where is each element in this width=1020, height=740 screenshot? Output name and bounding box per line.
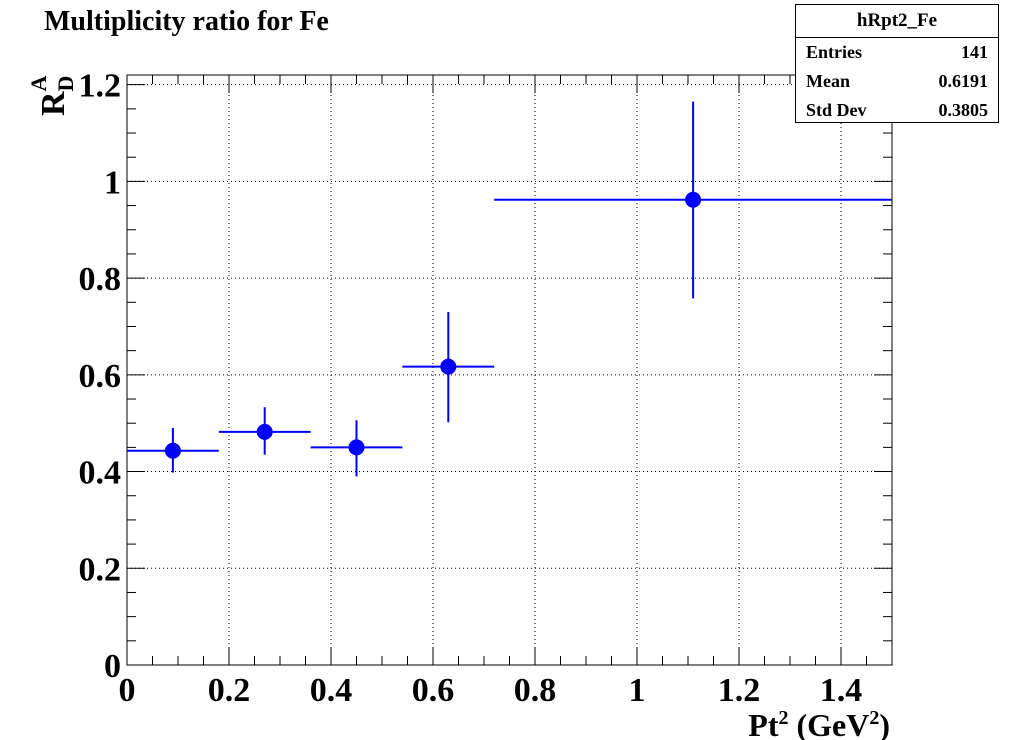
axis-ticks	[126, 75, 893, 666]
stats-label: Std Dev	[806, 100, 867, 120]
x-tick-label: 0.4	[310, 672, 353, 709]
y-tick-label: 0	[104, 648, 121, 685]
x-tick-label: 0	[119, 672, 136, 709]
x-tick-label: 1.2	[718, 672, 761, 709]
point-marker	[164, 442, 181, 459]
stats-label: Mean	[806, 71, 850, 91]
x-tick-label: 1	[629, 672, 646, 709]
svg-text:Pt2 (GeV2): Pt2 (GeV2)	[748, 707, 890, 740]
point-marker	[348, 439, 365, 456]
data-point	[310, 420, 403, 477]
y-tick-label: 1.2	[79, 68, 122, 105]
stats-row-stddev: Std Dev 0.3805	[806, 96, 988, 125]
point-marker	[685, 191, 702, 208]
point-marker	[256, 423, 273, 440]
data-point	[127, 428, 219, 473]
x-tick-label: 1.4	[820, 672, 863, 709]
stats-box: hRpt2_Fe Entries 141 Mean 0.6191 Std Dev…	[795, 4, 999, 123]
data-points	[127, 101, 892, 477]
x-tick-label: 0.6	[412, 672, 455, 709]
grid-lines	[127, 75, 892, 665]
y-axis-title: RDA	[26, 76, 78, 116]
y-tick-label: 0.2	[79, 551, 122, 588]
stats-label: Entries	[806, 42, 862, 62]
stats-value: 0.6191	[938, 71, 989, 91]
stats-title: hRpt2_Fe	[796, 5, 998, 38]
y-tick-label: 1	[104, 164, 121, 201]
point-marker	[440, 358, 457, 375]
y-tick-label: 0.4	[79, 455, 122, 492]
x-tick-label: 0.2	[208, 672, 251, 709]
stats-row-entries: Entries 141	[806, 38, 988, 67]
stats-row-mean: Mean 0.6191	[806, 67, 988, 96]
x-tick-label: 0.8	[514, 672, 557, 709]
data-point	[494, 101, 892, 299]
stats-value: 141	[961, 42, 988, 62]
x-tick-labels: 0 0.2 0.4 0.6 0.8 1 1.2 1.4	[119, 672, 863, 709]
stats-value: 0.3805	[938, 100, 989, 120]
chart-title: Multiplicity ratio for Fe	[44, 6, 329, 37]
y-tick-labels: 0 0.2 0.4 0.6 0.8 1 1.2	[79, 68, 122, 685]
y-tick-label: 0.6	[79, 358, 122, 395]
data-point	[218, 407, 311, 455]
plot-frame	[126, 74, 893, 666]
data-point	[402, 311, 495, 423]
svg-text:RDA: RDA	[26, 76, 78, 116]
y-tick-label: 0.8	[79, 261, 122, 298]
x-axis-title: Pt2 (GeV2)	[748, 707, 890, 740]
